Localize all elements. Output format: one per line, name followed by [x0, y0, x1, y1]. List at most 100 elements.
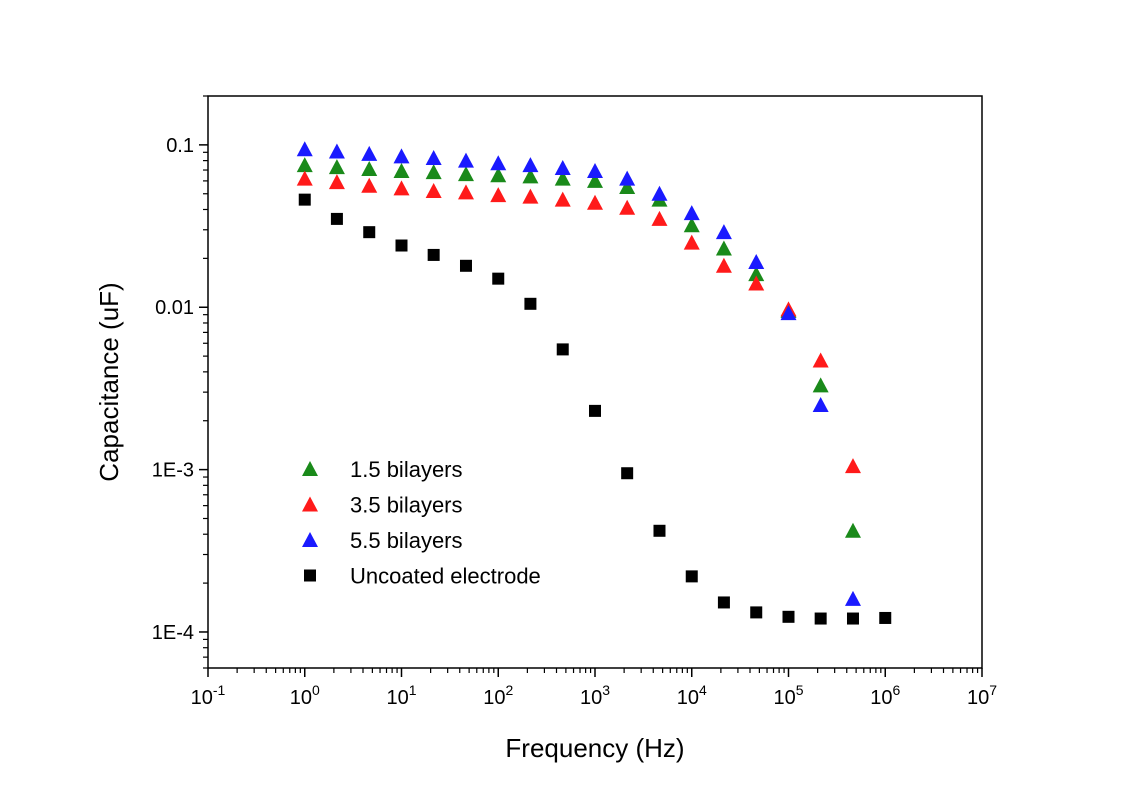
data-point [296, 157, 313, 173]
y-tick-label: 0.01 [155, 297, 194, 319]
data-point [748, 275, 765, 291]
x-tick-label: 100 [290, 682, 320, 709]
x-tick-base: 10 [580, 687, 602, 709]
data-point [459, 259, 472, 272]
data-point [554, 170, 571, 186]
data-point [298, 193, 311, 206]
data-point [554, 160, 571, 176]
data-point [651, 210, 668, 226]
data-point [363, 226, 376, 239]
x-axis-title: Frequency (Hz) [505, 733, 684, 763]
data-marks [296, 141, 892, 625]
data-point [522, 157, 539, 173]
data-point [427, 248, 440, 261]
data-point [490, 155, 507, 171]
data-point [715, 257, 732, 273]
legend-label: 3.5 bilayers [350, 493, 463, 518]
y-axis: 1E-4 1E-3 0.01 0.1 [152, 95, 208, 669]
legend-marker [302, 496, 318, 512]
data-point [685, 570, 698, 583]
x-tick-base: 10 [773, 687, 795, 709]
data-point [393, 180, 410, 196]
data-point [750, 606, 763, 619]
data-point [587, 194, 603, 210]
x-tick-base: 10 [290, 687, 312, 709]
data-point [457, 152, 474, 168]
data-point [748, 266, 765, 282]
data-point [619, 179, 636, 195]
x-tick-exponent: 0 [312, 682, 320, 698]
y-tick-label: 0.1 [166, 135, 194, 157]
data-point [846, 612, 859, 625]
data-point [587, 163, 603, 179]
x-tick-base: 10 [191, 687, 213, 709]
x-tick-exponent: 7 [989, 682, 997, 698]
y-axis-title: Capacitance (uF) [94, 282, 124, 481]
data-point [425, 182, 442, 198]
data-point [395, 239, 408, 252]
y-tick-label: 1E-3 [152, 460, 194, 482]
legend-label: Uncoated electrode [350, 564, 541, 589]
data-point [717, 596, 730, 609]
y-tick-label: 1E-4 [152, 622, 194, 644]
x-tick-base: 10 [386, 687, 408, 709]
data-point [296, 141, 313, 157]
data-point [556, 343, 569, 356]
series-4 [298, 193, 892, 625]
x-tick-exponent: 6 [892, 682, 900, 698]
data-point [814, 612, 827, 625]
x-tick-label: 101 [386, 682, 416, 709]
data-point [621, 467, 634, 480]
data-point [522, 188, 539, 204]
x-tick-base: 10 [677, 687, 699, 709]
data-point [879, 611, 892, 624]
series-3 [296, 141, 861, 606]
data-point [524, 297, 537, 310]
x-axis: 10-1 100 101 102 103 104 105 106 107 [191, 668, 997, 709]
data-point [812, 396, 829, 412]
data-point [619, 199, 636, 215]
data-point [651, 185, 668, 201]
data-point [554, 191, 571, 207]
x-tick-label: 105 [773, 682, 803, 709]
x-tick-base: 10 [870, 687, 892, 709]
data-point [715, 240, 732, 256]
x-tick-label: 104 [677, 682, 707, 709]
data-point [393, 148, 410, 164]
series-2 [296, 170, 861, 474]
data-point [683, 205, 700, 221]
data-point [683, 217, 700, 233]
data-point [457, 184, 474, 200]
legend-marker [304, 569, 316, 582]
x-tick-label: 103 [580, 682, 610, 709]
data-point [457, 166, 474, 182]
data-point [653, 524, 666, 537]
x-tick-exponent: 2 [505, 682, 513, 698]
x-tick-exponent: 3 [602, 682, 610, 698]
data-point [425, 164, 442, 180]
x-tick-base: 10 [483, 687, 505, 709]
data-point [619, 170, 636, 186]
data-point [425, 150, 442, 166]
data-point [587, 172, 603, 188]
data-point [589, 404, 601, 417]
data-point [492, 272, 505, 285]
data-point [361, 145, 378, 161]
data-point [748, 253, 765, 269]
data-point [490, 187, 507, 203]
data-point [490, 167, 507, 183]
data-point [393, 163, 410, 179]
data-point [328, 143, 345, 159]
x-tick-label: 10-1 [191, 682, 226, 709]
data-point [844, 458, 861, 474]
x-tick-exponent: 5 [796, 682, 804, 698]
data-point [844, 522, 861, 538]
data-point [361, 161, 378, 177]
legend-marker [302, 532, 318, 547]
data-point [812, 352, 829, 368]
x-tick-base: 10 [967, 687, 989, 709]
data-point [780, 305, 797, 321]
x-tick-label: 102 [483, 682, 513, 709]
